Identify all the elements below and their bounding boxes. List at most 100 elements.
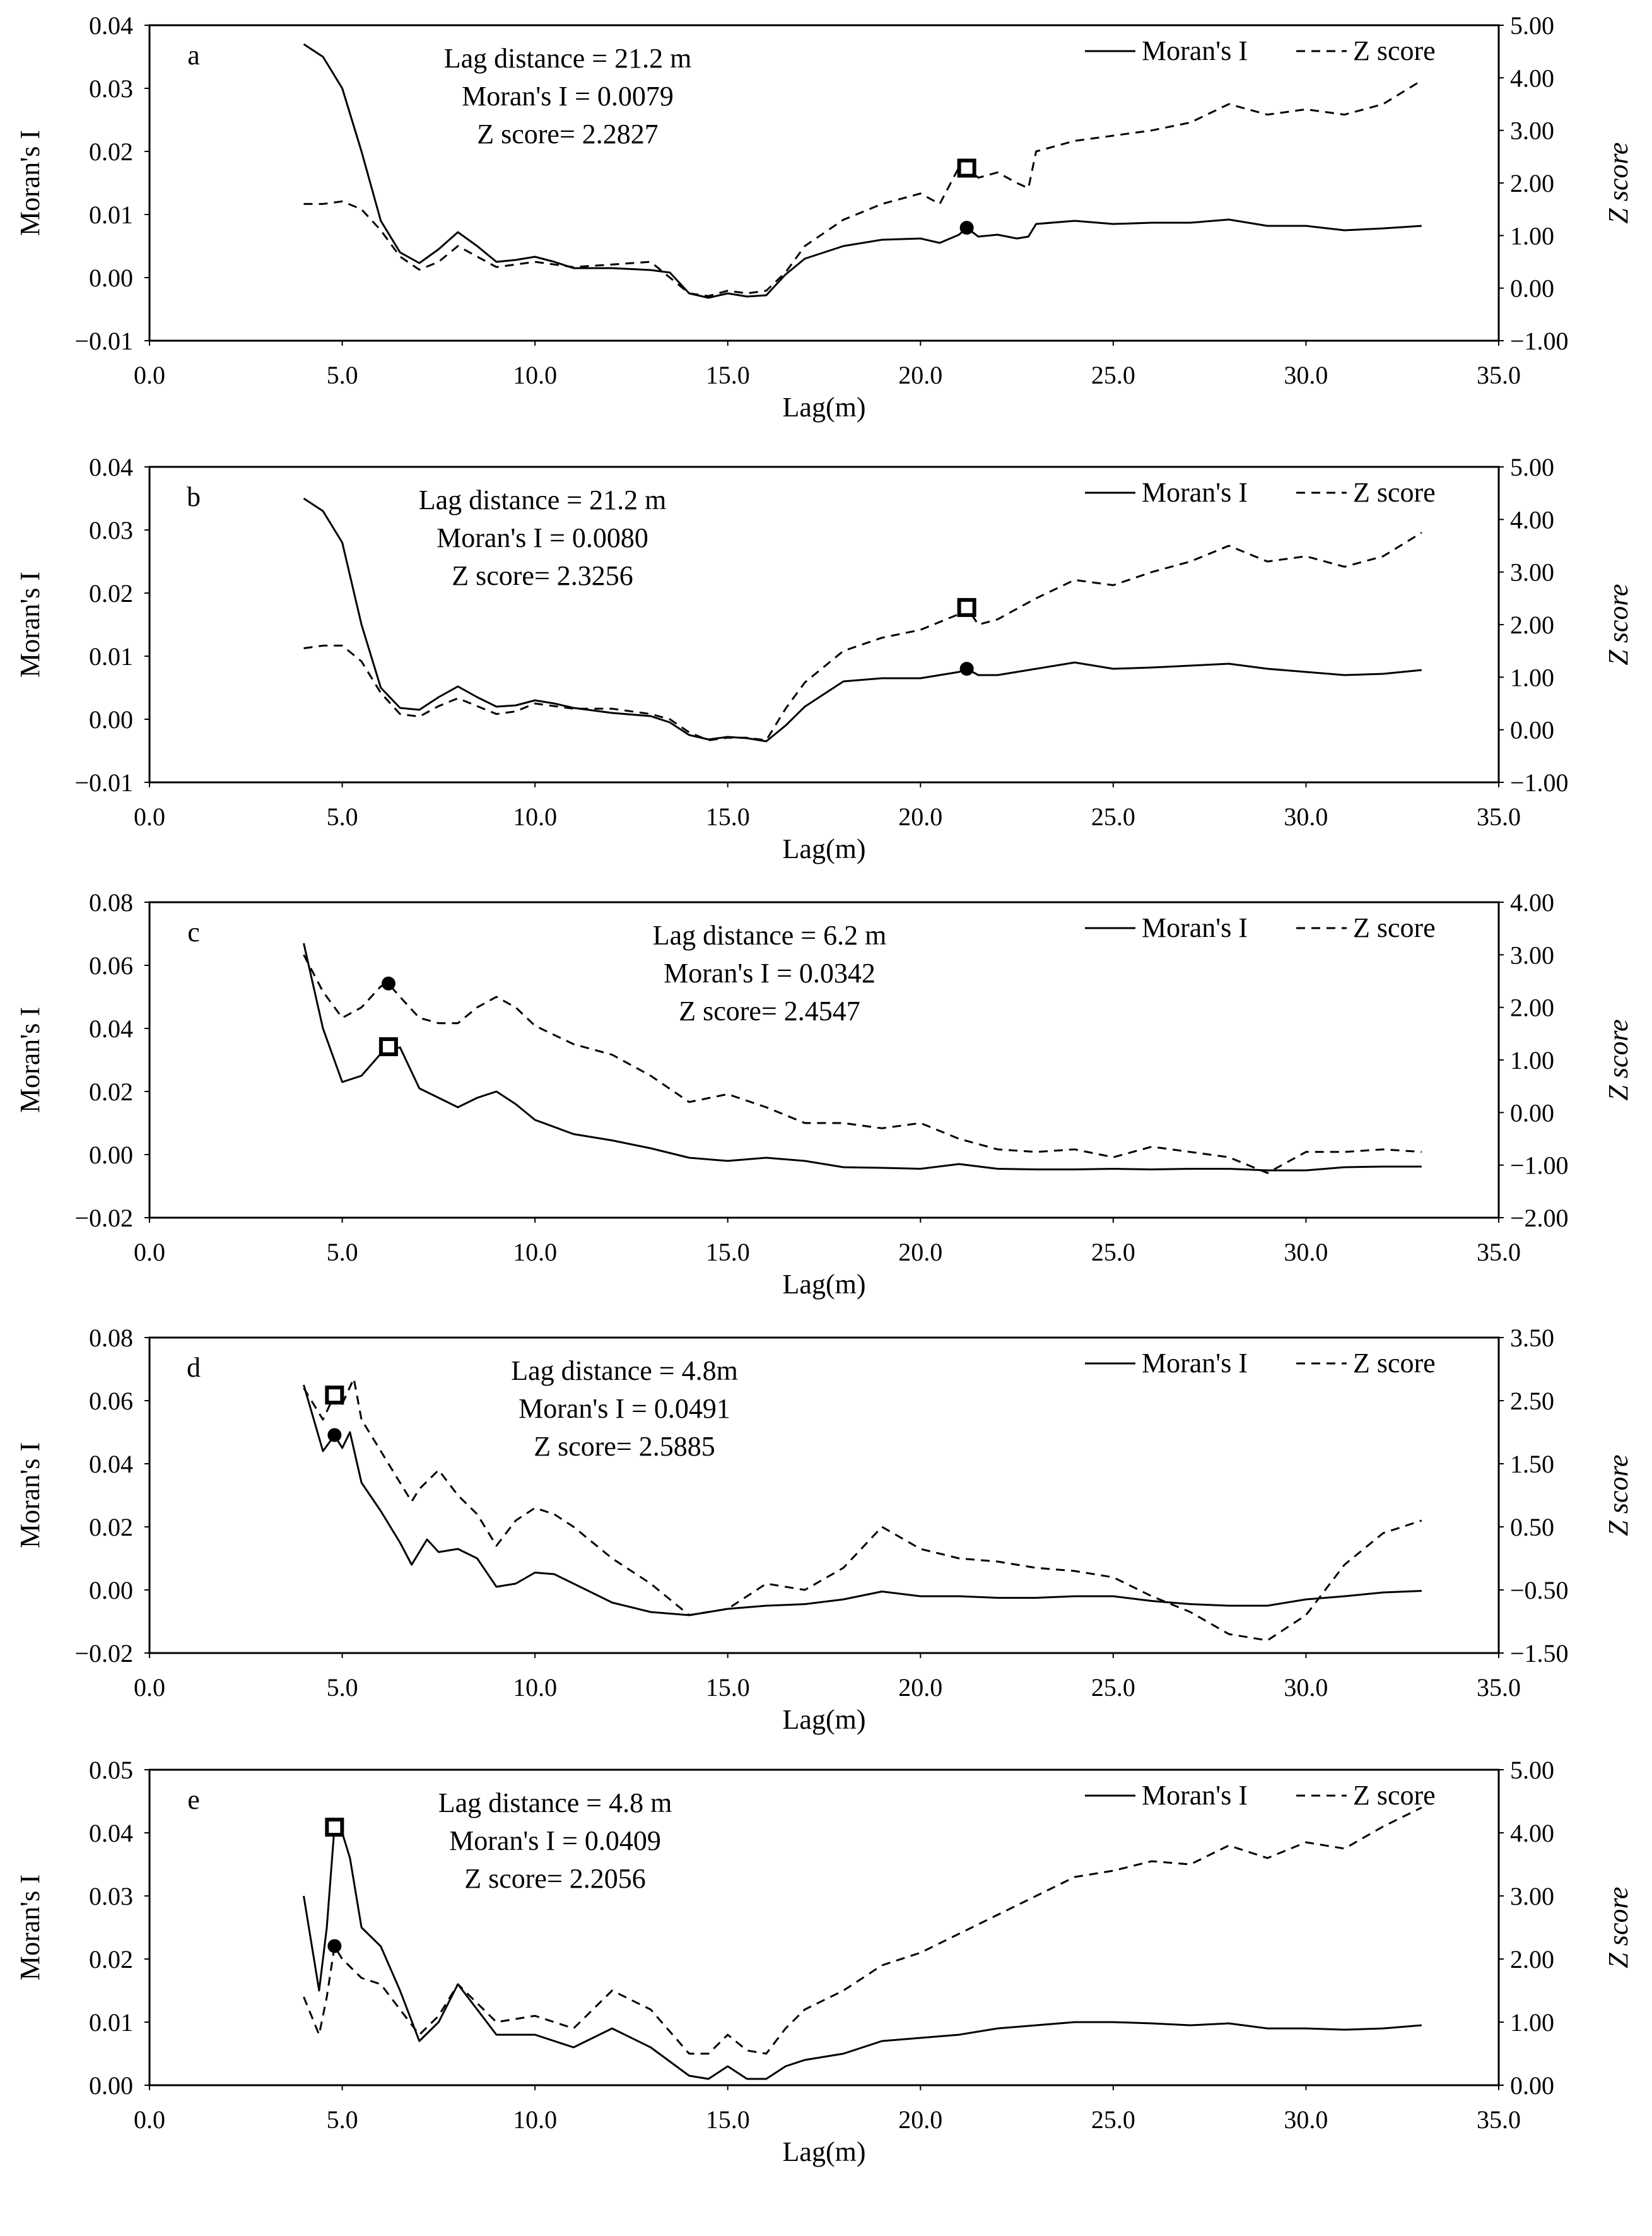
z-score-line [303, 531, 1422, 741]
x-axis-label: Lag(m) [783, 1269, 866, 1300]
legend: Moran's I Z score [1085, 1780, 1436, 1811]
plot-frame [148, 1768, 1500, 2086]
x-tick-label: 15.0 [706, 1238, 750, 1266]
plot-frame [148, 466, 1500, 784]
y2-tick-label: 2.00 [1510, 611, 1554, 639]
x-tick-label: 35.0 [1477, 361, 1521, 389]
z-score-line [303, 954, 1422, 1174]
y-tick-label: 0.01 [89, 201, 133, 229]
y-tick-label: −0.02 [74, 1204, 133, 1232]
y-tick-label: 0.02 [89, 1078, 133, 1106]
annotation-z-score: Z score= 2.2827 [477, 119, 659, 150]
y-tick-label: 0.03 [89, 516, 133, 544]
y2-tick-label: 1.00 [1510, 1046, 1554, 1074]
y-tick-label: 0.04 [89, 453, 133, 481]
y2-axis-label: Z score [1603, 1019, 1634, 1100]
y-tick-label: 0.05 [89, 1756, 133, 1784]
x-tick-label: 15.0 [706, 361, 750, 389]
y2-tick-label: −1.00 [1510, 768, 1569, 797]
y2-tick-label: 0.00 [1510, 274, 1554, 303]
y2-tick-label: 2.00 [1510, 1945, 1554, 1974]
selected-point-dot [959, 662, 974, 676]
legend-moran-label: Moran's I [1142, 912, 1248, 943]
y2-tick-label: 1.00 [1510, 663, 1554, 691]
y-tick-label: 0.06 [89, 1387, 133, 1415]
x-tick-label: 30.0 [1284, 1238, 1328, 1266]
y2-tick-label: 2.00 [1510, 994, 1554, 1022]
x-tick-label: 30.0 [1284, 803, 1328, 831]
annotation-z-score: Z score= 2.4547 [679, 996, 860, 1027]
z-score-line [303, 79, 1422, 297]
y-axis-label: Moran's I [15, 130, 45, 236]
selected-point-square [957, 158, 976, 178]
y-axis-label: Moran's I [15, 572, 45, 678]
y-tick-label: 0.04 [89, 1450, 133, 1478]
x-tick-label: 25.0 [1091, 1238, 1135, 1266]
y2-tick-label: 0.00 [1510, 716, 1554, 744]
y-tick-label: 0.01 [89, 2008, 133, 2037]
x-tick-label: 5.0 [327, 1238, 358, 1266]
y-tick-label: −0.02 [74, 1639, 133, 1668]
selected-point-square [957, 597, 976, 617]
y2-tick-label: 3.00 [1510, 558, 1554, 587]
y2-tick-label: 5.00 [1510, 1756, 1554, 1784]
x-tick-label: 20.0 [898, 803, 942, 831]
x-tick-label: 5.0 [327, 1673, 358, 1702]
y2-tick-label: −0.50 [1510, 1576, 1569, 1604]
y2-tick-label: 3.00 [1510, 941, 1554, 969]
y-tick-label: 0.03 [89, 1882, 133, 1910]
y-axis-label: Moran's I [15, 1442, 45, 1548]
y-tick-label: 0.08 [89, 1324, 133, 1352]
x-tick-label: 35.0 [1477, 803, 1521, 831]
y-tick-label: 0.00 [89, 1576, 133, 1604]
y2-axis-label: Z score [1603, 142, 1634, 223]
legend-z-label: Z score [1353, 1780, 1436, 1811]
z-score-line [303, 1806, 1422, 2055]
morans-i-line [303, 1825, 1422, 2080]
x-tick-label: 10.0 [513, 361, 557, 389]
legend-moran-label: Moran's I [1142, 1348, 1248, 1379]
x-tick-label: 35.0 [1477, 1238, 1521, 1266]
y-tick-label: 0.00 [89, 1141, 133, 1169]
selected-point-dot [959, 221, 974, 235]
x-tick-label: 30.0 [1284, 361, 1328, 389]
annotation-morans-i: Moran's I = 0.0491 [518, 1393, 730, 1424]
x-tick-label: 10.0 [513, 1673, 557, 1702]
selected-point-dot [327, 1939, 342, 1953]
z-score-line [303, 1377, 1422, 1642]
x-tick-label: 15.0 [706, 2105, 750, 2134]
y2-tick-label: 5.00 [1510, 11, 1554, 40]
y-tick-label: 0.03 [89, 74, 133, 103]
y2-tick-label: 0.00 [1510, 2071, 1554, 2100]
x-tick-label: 0.0 [134, 803, 165, 831]
x-tick-label: 0.0 [134, 361, 165, 389]
morans-i-line [303, 43, 1422, 299]
y-tick-label: 0.02 [89, 1945, 133, 1974]
x-tick-label: 10.0 [513, 1238, 557, 1266]
annotation-lag-distance: Lag distance = 6.2 m [653, 920, 887, 951]
y-tick-label: 0.06 [89, 951, 133, 980]
y-tick-label: 0.08 [89, 888, 133, 917]
annotation-z-score: Z score= 2.3256 [452, 560, 633, 591]
x-tick-label: 20.0 [898, 2105, 942, 2134]
y2-tick-label: 1.00 [1510, 221, 1554, 250]
panel-letter: c [187, 917, 200, 948]
annotation-lag-distance: Lag distance = 21.2 m [419, 485, 667, 515]
legend: Moran's I Z score [1085, 35, 1436, 66]
y2-axis-label: Z score [1603, 584, 1634, 665]
panel-a: −0.01 0.00 0.01 0.02 0.03 0.04 −1.00 0.00 1.00 2.… [15, 11, 1634, 423]
x-tick-label: 10.0 [513, 2105, 557, 2134]
y2-tick-label: −2.00 [1510, 1204, 1569, 1232]
y2-tick-label: 4.00 [1510, 1819, 1554, 1847]
y-tick-label: −0.01 [74, 327, 133, 355]
y2-tick-label: 3.50 [1510, 1324, 1554, 1352]
x-axis-label: Lag(m) [783, 392, 866, 423]
y2-tick-label: 1.50 [1510, 1450, 1554, 1478]
legend: Moran's I Z score [1085, 912, 1436, 943]
selected-point-dot [381, 976, 395, 991]
selected-point-square [378, 1037, 398, 1056]
x-tick-label: 5.0 [327, 2105, 358, 2134]
legend-moran-label: Moran's I [1142, 477, 1248, 508]
x-tick-label: 15.0 [706, 803, 750, 831]
y2-tick-label: 1.00 [1510, 2008, 1554, 2037]
